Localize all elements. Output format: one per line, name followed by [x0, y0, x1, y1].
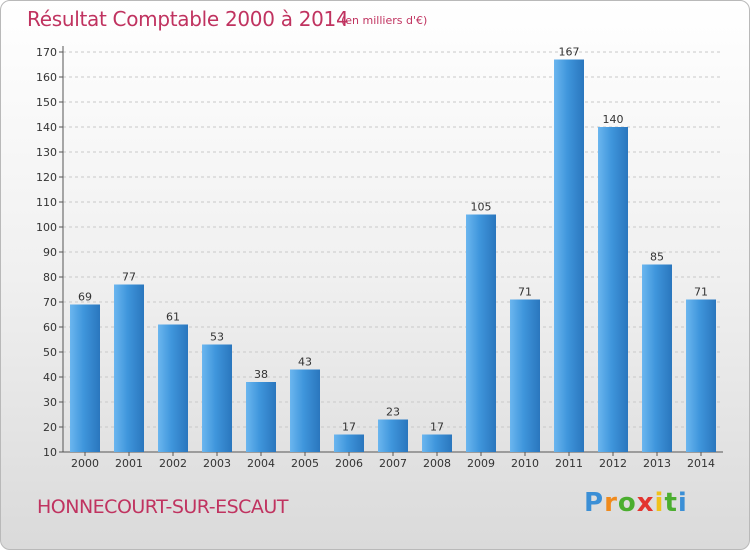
y-tick-label: 60: [43, 321, 57, 334]
logo-letter: t: [664, 488, 678, 518]
bar-2013: [642, 264, 672, 452]
y-tick-label: 160: [36, 71, 57, 84]
y-tick-label: 140: [36, 121, 57, 134]
bar-2004: [246, 382, 276, 452]
y-tick-label: 40: [43, 371, 57, 384]
x-tick-label-2013: 2013: [643, 457, 671, 470]
y-tick-label: 20: [43, 421, 57, 434]
logo-letter: i: [677, 488, 688, 518]
data-label-2013: 85: [650, 251, 664, 264]
x-tick-label-2008: 2008: [423, 457, 451, 470]
commune-name: HONNECOURT-SUR-ESCAUT: [37, 496, 288, 518]
data-label-2005: 43: [298, 356, 312, 369]
logo-letter: x: [636, 488, 655, 518]
bar-2001: [114, 284, 144, 452]
bar-2005: [290, 369, 320, 452]
bar-2003: [202, 344, 232, 452]
y-tick-label: 10: [43, 446, 57, 459]
y-tick-label: 50: [43, 346, 57, 359]
x-tick-label-2014: 2014: [687, 457, 715, 470]
x-tick-label-2011: 2011: [555, 457, 583, 470]
x-tick-label-2004: 2004: [247, 457, 275, 470]
y-tick-label: 150: [36, 96, 57, 109]
bar-2007: [378, 419, 408, 452]
x-tick-label-2003: 2003: [203, 457, 231, 470]
data-label-2012: 140: [603, 113, 624, 126]
data-label-2000: 69: [78, 291, 92, 304]
data-label-2002: 61: [166, 311, 180, 324]
data-label-2014: 71: [694, 286, 708, 299]
y-tick-label: 120: [36, 171, 57, 184]
x-tick-label-2012: 2012: [599, 457, 627, 470]
data-label-2001: 77: [122, 271, 136, 284]
bar-2010: [510, 299, 540, 452]
x-tick-label-2009: 2009: [467, 457, 495, 470]
y-tick-labels: 10 20 30 40 50 60 70 80 90 100 110 120 130 140 150 160 1…: [36, 46, 57, 459]
x-tick-label-2010: 2010: [511, 457, 539, 470]
chart-unit: (en milliers d'€): [341, 14, 428, 27]
y-tick-label: 90: [43, 246, 57, 259]
bar-2008: [422, 434, 452, 452]
bar-2012: [598, 127, 628, 452]
y-tick-label: 80: [43, 271, 57, 284]
x-tick-label-2006: 2006: [335, 457, 363, 470]
data-label-2007: 23: [386, 406, 400, 419]
x-tick-label-2005: 2005: [291, 457, 319, 470]
x-tick-label-2000: 2000: [71, 457, 99, 470]
data-label-2006: 17: [342, 421, 356, 434]
bar-2000: [70, 304, 100, 452]
bar-2002: [158, 324, 188, 452]
y-tick-label: 30: [43, 396, 57, 409]
y-tick-label: 170: [36, 46, 57, 59]
logo-letter: i: [654, 488, 665, 518]
x-tick-label-2001: 2001: [115, 457, 143, 470]
data-label-2009: 105: [471, 201, 492, 214]
x-tick-label-2002: 2002: [159, 457, 187, 470]
data-label-2008: 17: [430, 421, 444, 434]
chart-title: Résultat Comptable 2000 à 2014: [27, 7, 349, 31]
data-label-2004: 38: [254, 368, 268, 381]
logo-letter: o: [617, 488, 637, 518]
bar-2006: [334, 434, 364, 452]
logo-letter: P: [584, 488, 605, 518]
x-tick-labels: 2000 2001 2002 2003 2004 2005 2006 2007 2008 2009…: [71, 452, 715, 470]
data-label-2003: 53: [210, 331, 224, 344]
bar-2011: [554, 59, 584, 452]
x-tick-label-2007: 2007: [379, 457, 407, 470]
proxiti-logo[interactable]: Proxiti: [584, 488, 688, 518]
data-labels: 69 77 61 53 38 43 17 23 17 105 71 167 140 85 71: [78, 46, 708, 434]
y-tick-label: 130: [36, 146, 57, 159]
bars: [70, 59, 716, 452]
bar-2009: [466, 214, 496, 452]
bar-2014: [686, 299, 716, 452]
logo-letter: r: [604, 488, 618, 518]
y-tick-label: 70: [43, 296, 57, 309]
data-label-2010: 71: [518, 286, 532, 299]
y-tick-label: 110: [36, 196, 57, 209]
data-label-2011: 167: [559, 46, 580, 59]
y-tick-label: 100: [36, 221, 57, 234]
